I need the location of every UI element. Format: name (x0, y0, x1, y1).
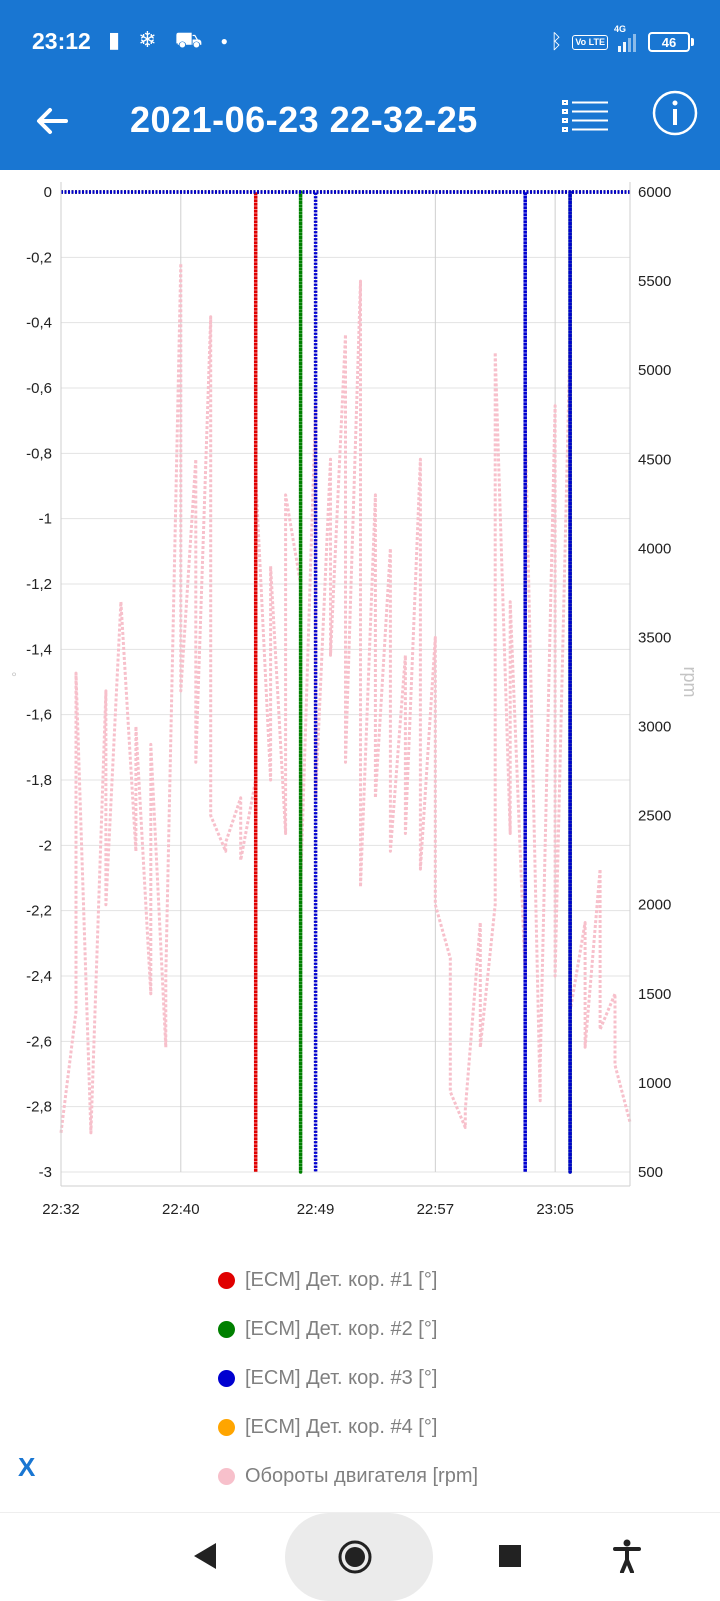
y-tick-label-right: 3500 (638, 629, 671, 646)
status-time: 23:12 (32, 28, 91, 54)
legend-label: [ECM] Дет. кор. #1 [°] (245, 1269, 438, 1291)
legend-marker (218, 1272, 235, 1289)
accessibility-button[interactable] (612, 1539, 642, 1578)
legend-item-4[interactable]: [ECM] Дет. кор. #4 [°] (218, 1403, 478, 1452)
plot-area (59, 190, 632, 1174)
y-tick-label-left: -1,2 (26, 576, 52, 593)
y-tick-label-left: -1,6 (26, 707, 52, 724)
axes: 0 -0,2 -0,4 -0,6 -0,8 -1 -1,2 -1,4 -1,6 -1,8 -2 -2,… (11, 182, 700, 1218)
volte-badge: Vo LTE (572, 34, 608, 50)
nav-back-button[interactable] (192, 1541, 218, 1576)
navigation-bar (0, 1512, 720, 1601)
page-title: 2021-06-23 22-32-25 (130, 99, 478, 140)
accessibility-icon (613, 1539, 641, 1574)
y-tick-label-right: 3000 (638, 719, 671, 736)
y-tick-label-right: 4000 (638, 540, 671, 557)
nba-icon: ▮ (108, 27, 121, 52)
legend: [ECM] Дет. кор. #1 [°] [ECM] Дет. кор. #… (218, 1256, 478, 1501)
legend-item-5[interactable]: Обороты двигателя [rpm] (218, 1452, 478, 1501)
info-button[interactable] (652, 90, 698, 136)
bluetooth-icon: ᛒ (550, 30, 563, 53)
y-tick-label-right: 1000 (638, 1075, 671, 1092)
close-legend-button[interactable]: X (18, 1452, 36, 1482)
legend-label: [ECM] Дет. кор. #3 [°] (245, 1367, 438, 1389)
y-tick-label-left: -2,6 (26, 1033, 52, 1050)
y-tick-label-left: -0,4 (26, 315, 52, 332)
dot-icon: ● (220, 34, 228, 49)
legend-item-2[interactable]: [ECM] Дет. кор. #2 [°] (218, 1305, 478, 1354)
y-axis-label-left: ° (11, 669, 17, 685)
y-tick-label-right: 500 (638, 1164, 663, 1181)
y-tick-label-left: -2,4 (26, 968, 52, 985)
y-tick-label-right: 2000 (638, 897, 671, 914)
legend-label: Обороты двигателя [rpm] (245, 1465, 479, 1487)
list-icon (562, 100, 608, 132)
series-line-3 (61, 190, 630, 1174)
nav-back-icon (194, 1543, 216, 1569)
y-tick-label-right: 6000 (638, 184, 671, 201)
arrow-left-icon (37, 108, 68, 134)
nav-recents-icon (499, 1545, 521, 1567)
x-tick-label: 22:49 (297, 1201, 335, 1218)
battery-level: 46 (661, 34, 677, 50)
chart-svg[interactable]: 0 -0,2 -0,4 -0,6 -0,8 -1 -1,2 -1,4 -1,6 -1,8 -2 -2,… (0, 170, 720, 1220)
status-notification-icons: ▮ ❄ ⛟ ● (108, 27, 240, 56)
x-tick-label: 22:32 (42, 1201, 80, 1218)
info-icon (652, 90, 698, 136)
signal-icon: 4G (614, 24, 636, 52)
y-tick-label-right: 5500 (638, 273, 671, 290)
nav-home-button[interactable] (336, 1538, 374, 1581)
chart[interactable]: 0 -0,2 -0,4 -0,6 -0,8 -1 -1,2 -1,4 -1,6 -1,8 -2 -2,… (0, 170, 720, 1220)
back-button[interactable] (30, 99, 74, 143)
y-tick-label-left: -0,6 (26, 380, 52, 397)
series-line-5 (59, 261, 632, 1135)
legend-marker (218, 1321, 235, 1338)
y-tick-label-left: -1 (39, 511, 52, 528)
legend-marker (218, 1468, 235, 1485)
y-tick-label-left: -0,8 (26, 445, 52, 462)
network-type: 4G (614, 24, 627, 34)
y-tick-label-right: 4500 (638, 451, 671, 468)
y-tick-label-left: 0 (44, 184, 52, 201)
legend-item-3[interactable]: [ECM] Дет. кор. #3 [°] (218, 1354, 478, 1403)
legend-label: [ECM] Дет. кор. #2 [°] (245, 1318, 438, 1340)
snowflake-icon: ❄ (138, 27, 157, 52)
y-tick-label-right: 1500 (638, 986, 671, 1003)
x-tick-label: 23:05 (536, 1201, 574, 1218)
y-tick-label-left: -3 (39, 1164, 52, 1181)
legend-label: [ECM] Дет. кор. #4 [°] (245, 1416, 438, 1438)
y-tick-label-left: -0,2 (26, 249, 52, 266)
y-tick-label-right: 5000 (638, 362, 671, 379)
y-tick-label-left: -1,4 (26, 641, 52, 658)
x-tick-label: 22:40 (162, 1201, 200, 1218)
list-button[interactable] (562, 97, 610, 137)
status-bar: 23:12 ▮ ❄ ⛟ ● ᛒ Vo LTE 4G 46 (0, 0, 720, 85)
nav-home-icon (338, 1540, 372, 1574)
y-tick-label-left: -2 (39, 837, 52, 854)
legend-item-1[interactable]: [ECM] Дет. кор. #1 [°] (218, 1256, 478, 1305)
legend-marker (218, 1419, 235, 1436)
y-tick-label-left: -1,8 (26, 772, 52, 789)
y-axis-label-right: rpm (680, 667, 700, 698)
battery-icon: 46 (648, 32, 694, 52)
y-tick-label-left: -2,2 (26, 903, 52, 920)
check-engine-icon: ⛟ (174, 27, 203, 52)
y-tick-label-left: -2,8 (26, 1099, 52, 1116)
status-system-icons: ᛒ Vo LTE 4G 46 (550, 24, 694, 60)
legend-marker (218, 1370, 235, 1387)
app-bar: 2021-06-23 22-32-25 (0, 85, 720, 170)
x-tick-label: 22:57 (417, 1201, 455, 1218)
y-tick-label-right: 2500 (638, 808, 671, 825)
nav-recents-button[interactable] (498, 1544, 522, 1573)
